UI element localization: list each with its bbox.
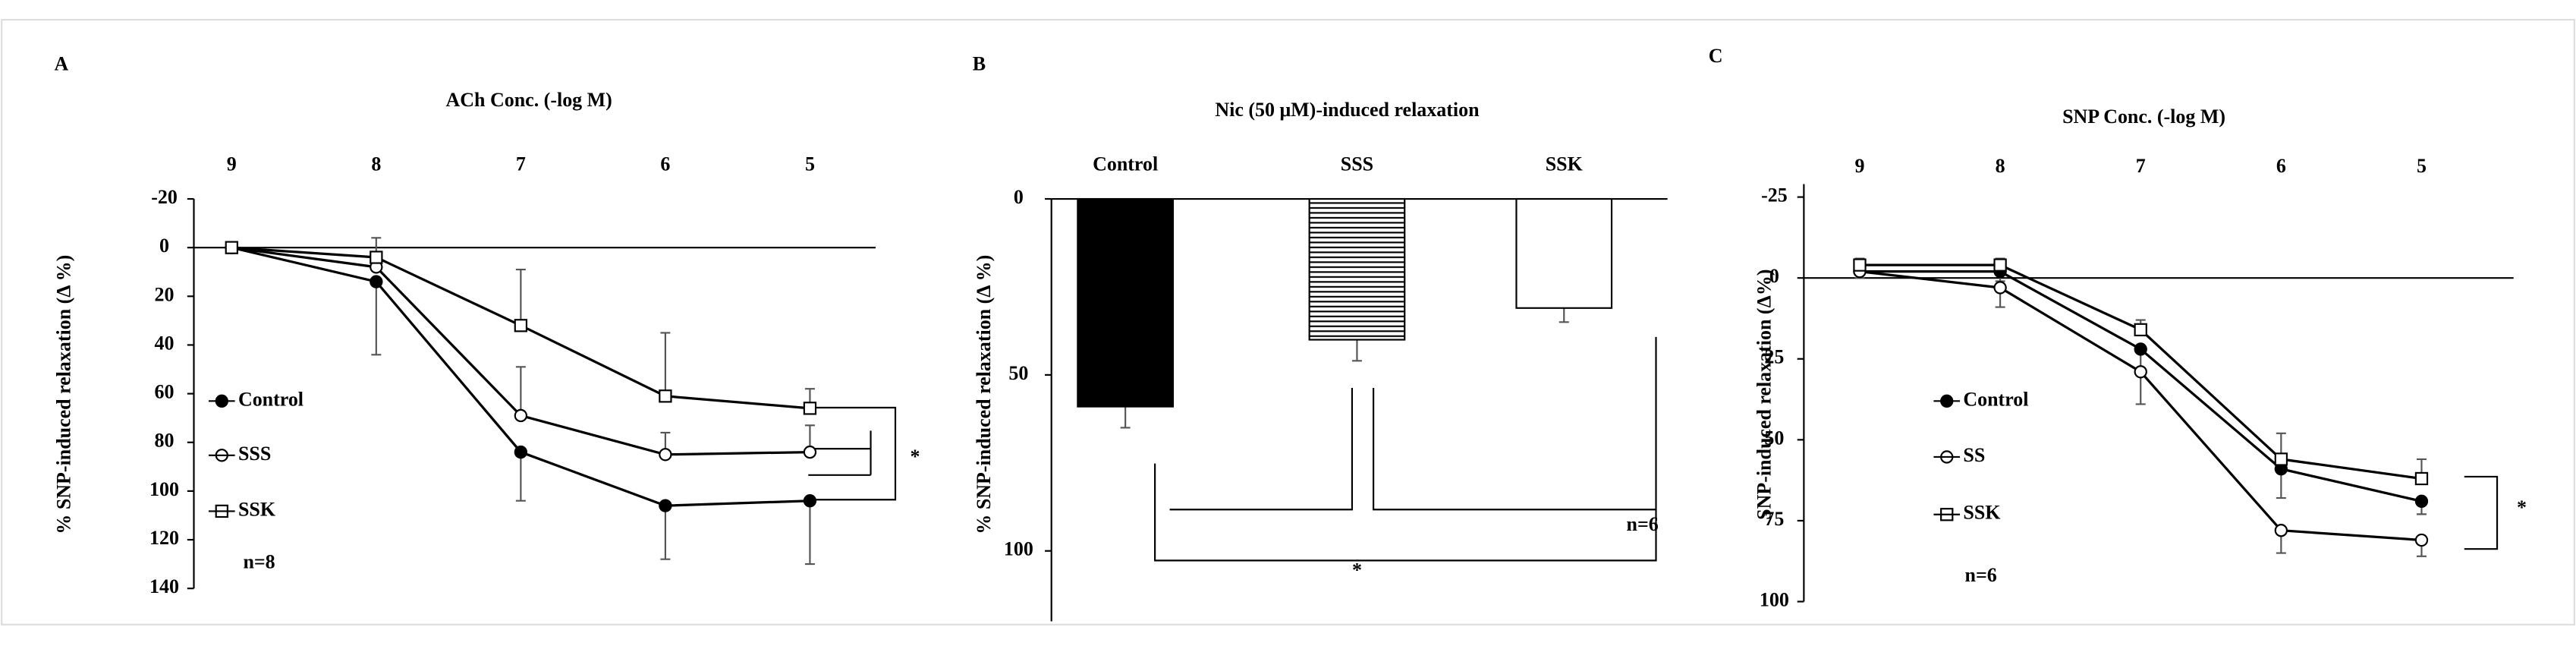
legend-label: Control [238,388,304,410]
marker [659,499,672,512]
marker [370,275,383,288]
error-bar [515,268,526,326]
marker [659,448,672,462]
x-tick-label: 7 [2136,155,2146,177]
x-tick-label: 5 [805,153,815,175]
x-tick-label: 9 [1854,155,1864,177]
error-bar [660,332,671,396]
y-axis-label: % SNP-induced relaxation (Δ %) [973,255,995,534]
chart-title: Nic (50 μM)-induced relaxation [1215,99,1480,121]
y-tick-label: 60 [155,381,175,403]
marker [2414,494,2429,508]
x-tick-label: 6 [660,153,670,175]
y-tick-label: 0 [1014,186,1024,208]
y-tick-label: 100 [1760,588,1789,610]
legend-label: SSS [238,443,271,465]
annotation: n=8 [243,551,275,573]
error-bar [515,452,526,502]
x-tick-label: SSK [1546,153,1583,175]
marker [2134,323,2147,337]
y-tick-label: 50 [1764,427,1784,449]
marker [2274,452,2288,466]
marker [514,408,528,423]
x-tick-label: 8 [371,153,381,175]
y-tick-label: 100 [149,478,179,500]
marker [514,319,528,332]
marker [225,241,238,254]
y-tick-label: -20 [151,186,178,208]
error-bar [371,282,382,356]
y-tick-label: 50 [1008,362,1028,384]
error-bar [515,366,526,416]
significance-bracket [808,406,897,501]
error-bar [1351,339,1362,362]
marker [1993,258,2007,272]
y-tick-label: 140 [149,575,179,597]
significance: * [911,446,920,468]
x-tick-label: 7 [516,153,526,175]
significance: * [1352,559,1362,581]
y-tick-label: 100 [1004,538,1033,560]
error-bar [660,506,671,560]
chart-title: ACh Conc. (-log M) [446,89,612,111]
annotation: n=6 [1965,564,1997,586]
y-tick-label: 80 [155,430,175,452]
marker [803,494,817,508]
marker [2134,365,2147,379]
marker [803,402,817,415]
legend-label: SSK [1963,502,2000,524]
marker [2414,533,2429,547]
annotation: n=6 [1627,513,1659,535]
error-bar [1120,406,1131,429]
y-tick-label: 120 [149,527,179,549]
y-tick-label: 20 [155,283,175,305]
marker [1853,258,1867,272]
frame [1,18,2575,626]
y-tick-label: 0 [1769,265,1779,287]
error-bar [804,500,815,566]
y-axis-label: % SNP-induced relaxation (Δ %) [53,255,75,534]
panel-label: C [1709,45,1723,67]
legend-label: Control [1963,388,2028,410]
error-bar [1558,307,1569,323]
chart-title: SNP Conc. (-log M) [2062,106,2225,128]
legend-label: SSK [238,498,275,520]
y-tick-label: 40 [155,332,175,354]
panel-label: B [973,53,986,75]
y-tick-label: 25 [1764,346,1784,368]
x-tick-label: 6 [2276,155,2286,177]
panel-label: A [54,53,68,75]
marker [1993,281,2007,295]
significance: * [2517,496,2527,518]
marker [370,251,383,264]
y-tick-label: 75 [1764,508,1784,530]
x-tick-label: Control [1093,153,1158,175]
x-tick-label: 5 [2417,155,2427,177]
bar [1515,197,1613,309]
marker [514,445,528,459]
marker [803,445,817,459]
marker [2274,524,2288,537]
x-tick-label: 9 [227,153,237,175]
x-tick-label: SSS [1341,153,1373,175]
y-tick-label: 0 [159,235,169,257]
marker [659,389,672,403]
legend-label: SS [1963,444,1985,466]
y-axis-label: SNP-induced relaxation (Δ%) [1754,269,1776,520]
significance-bracket [1154,336,1657,562]
marker [2134,342,2147,356]
x-tick-label: 8 [1996,155,2005,177]
marker [2414,471,2429,486]
y-tick-label: -25 [1761,184,1788,206]
bar [1308,197,1406,341]
significance-bracket [2464,475,2499,550]
bar [1077,197,1175,408]
